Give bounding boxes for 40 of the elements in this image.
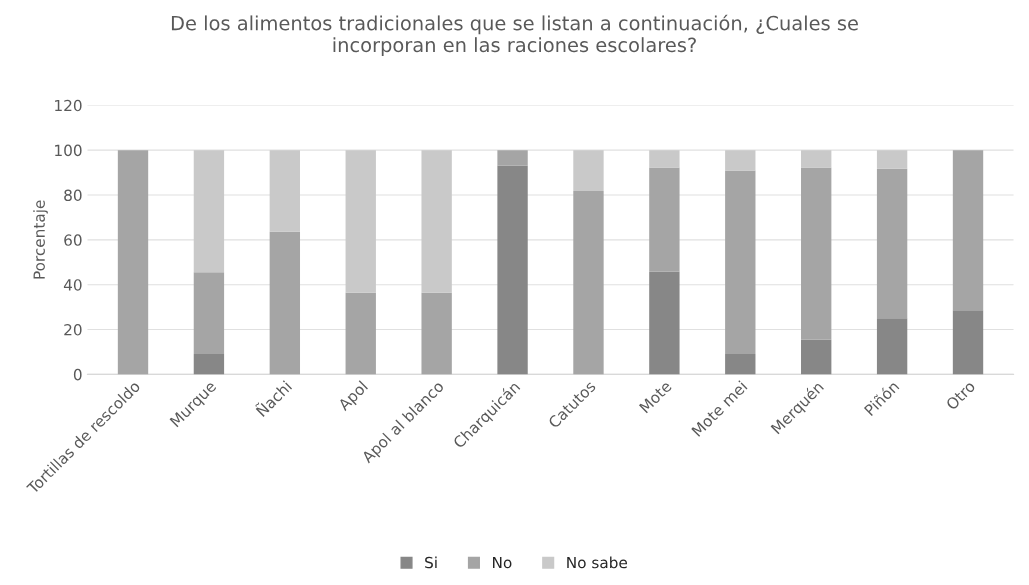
bar bbox=[269, 150, 301, 232]
bar bbox=[649, 150, 680, 168]
y-tick-label: 100 bbox=[55, 144, 82, 157]
bar bbox=[269, 231, 301, 375]
bar bbox=[421, 292, 452, 375]
bar bbox=[725, 170, 756, 354]
bar bbox=[649, 167, 680, 272]
bar bbox=[952, 150, 984, 311]
bar bbox=[497, 165, 528, 375]
bar bbox=[876, 168, 908, 319]
bar bbox=[952, 310, 984, 375]
bar bbox=[117, 150, 149, 375]
bar bbox=[345, 150, 376, 293]
y-axis-title: Porcentaje bbox=[33, 200, 48, 279]
bar bbox=[725, 353, 756, 375]
bar bbox=[876, 150, 908, 169]
y-tick-label: 120 bbox=[55, 99, 82, 112]
bar bbox=[801, 167, 832, 340]
bar bbox=[876, 318, 908, 375]
bar bbox=[573, 150, 604, 191]
legend-label: Si bbox=[425, 556, 437, 569]
bar bbox=[193, 353, 225, 375]
bar bbox=[573, 190, 604, 375]
chart-title: De los alimentos tradicionales que se listan a continuación, ¿Cuales se incorporan en las raciones escolares? bbox=[171, 14, 858, 56]
bar bbox=[345, 292, 376, 375]
bar bbox=[725, 150, 756, 171]
bar bbox=[193, 150, 225, 273]
y-tick-label: 80 bbox=[64, 189, 82, 202]
bar bbox=[193, 272, 225, 354]
y-tick-label: 20 bbox=[64, 324, 82, 336]
y-tick-label: 0 bbox=[73, 368, 82, 381]
legend-label: No sabe bbox=[567, 556, 627, 569]
y-tick-label: 40 bbox=[63, 279, 82, 291]
bar bbox=[649, 271, 680, 375]
y-tick-label: 60 bbox=[64, 234, 82, 246]
bar bbox=[421, 150, 452, 293]
legend-label: No bbox=[493, 556, 512, 569]
bar bbox=[497, 150, 528, 166]
bar bbox=[801, 150, 832, 168]
bar bbox=[801, 339, 832, 375]
